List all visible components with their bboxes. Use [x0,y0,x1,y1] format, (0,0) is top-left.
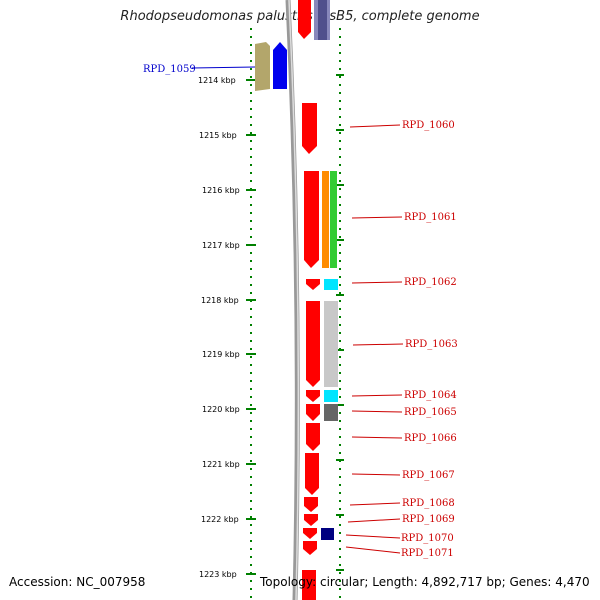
leader-line [345,546,401,554]
kbp-label: 1219 kbp [202,350,240,359]
gene-top-navy[interactable] [318,0,327,40]
leader-line [351,394,403,397]
kbp-label: 1223 kbp [199,570,237,579]
leader-line [349,502,401,506]
feature-green-bar[interactable] [330,171,337,268]
gene-label-rpd-1068[interactable]: RPD_1068 [402,498,455,509]
feature-bars [321,171,338,540]
feature-orange-bar[interactable] [322,171,329,268]
feature-cyan-bar[interactable] [324,390,338,402]
gene-rpd-1071[interactable] [303,541,317,555]
gene-labels: RPD_1059 RPD_1060 RPD_1061 RPD_1062 RPD_… [143,64,458,559]
gene-label-rpd-1071[interactable]: RPD_1071 [401,548,454,559]
gene-label-rpd-1066[interactable]: RPD_1066 [404,433,457,444]
kbp-label: 1216 kbp [202,186,240,195]
gene-rpd-1062[interactable] [306,279,320,290]
genome-backbone [285,0,300,600]
kbp-labels: 1214 kbp 1215 kbp 1216 kbp 1217 kbp 1218… [198,76,240,579]
gene-rpd-1064[interactable] [306,390,320,402]
accession-text: Accession: NC_007958 [9,575,146,589]
gene-label-rpd-1062[interactable]: RPD_1062 [404,277,457,288]
gene-label-rpd-1063[interactable]: RPD_1063 [405,339,458,350]
leader-line [351,216,403,219]
gene-label-rpd-1070[interactable]: RPD_1070 [401,533,454,544]
gene-rpd-1059[interactable] [273,42,287,89]
genome-backbone-highlight [288,0,300,600]
gene-label-rpd-1060[interactable]: RPD_1060 [402,120,455,131]
leader-line [351,473,401,476]
gene-rpd-1069[interactable] [304,514,318,526]
gene-label-rpd-1065[interactable]: RPD_1065 [404,407,457,418]
gene-rpd-1068[interactable] [304,497,318,512]
leader-line [349,124,401,128]
kbp-label: 1215 kbp [199,131,237,140]
kbp-label: 1221 kbp [202,460,240,469]
topology-text: Topology: circular; Length: 4,892,717 bp… [260,575,590,589]
forward-genes [302,103,320,600]
feature-gray-bar[interactable] [324,301,338,387]
kbp-label: 1220 kbp [202,405,240,414]
feature-navy-bar[interactable] [321,528,334,540]
gene-rpd-1060[interactable] [302,103,317,154]
kbp-label: 1214 kbp [198,76,236,85]
feature-dark-gray-bar[interactable] [324,404,338,421]
gene-label-rpd-1069[interactable]: RPD_1069 [402,514,455,525]
leader-line [351,281,403,284]
kbp-label: 1217 kbp [202,241,240,250]
gene-rpd-1067[interactable] [305,453,319,495]
gene-bottom-partial[interactable] [302,570,316,600]
gene-rpd-1059-olive[interactable] [255,42,270,91]
gene-rpd-1066[interactable] [306,423,320,451]
leader-line [345,534,401,539]
gene-rpd-1063[interactable] [306,301,320,387]
gene-rpd-1070[interactable] [303,528,317,539]
gene-rpd-1061[interactable] [304,171,319,268]
leader-line [351,410,403,413]
gene-label-rpd-1061[interactable]: RPD_1061 [404,212,457,223]
kbp-label: 1222 kbp [201,515,239,524]
leader-line [352,343,404,346]
leader-line [191,66,256,69]
leader-line [347,518,401,523]
gene-label-rpd-1064[interactable]: RPD_1064 [404,390,457,401]
gene-rpd-1065[interactable] [306,404,320,421]
kbp-label: 1218 kbp [201,296,239,305]
gene-label-rpd-1059[interactable]: RPD_1059 [143,64,196,75]
kbp-ticks [246,74,344,575]
feature-cyan-bar[interactable] [324,279,338,290]
gene-label-rpd-1067[interactable]: RPD_1067 [402,470,455,481]
leader-line [351,436,403,439]
leader-lines [191,66,404,554]
gene-top-partial[interactable] [298,0,311,39]
